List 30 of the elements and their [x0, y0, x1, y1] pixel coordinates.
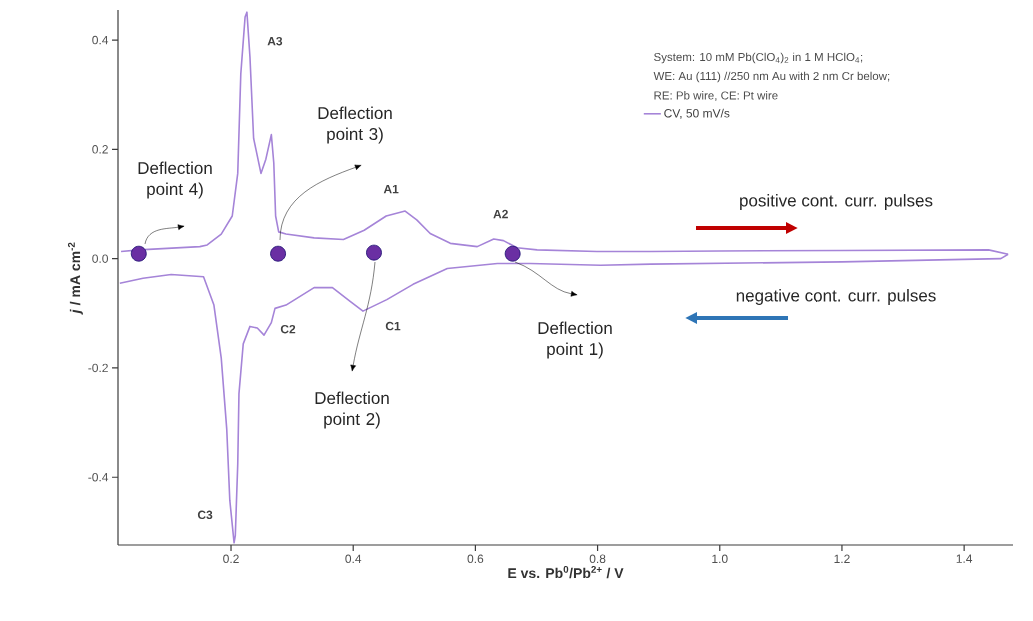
annotation: Deflection point 4) — [138, 161, 212, 199]
annotation: WE: Au (111) //250 nm Au with 2 nm Cr below; — [653, 71, 890, 83]
x-axis-title: E vs. Pb$^{0}$/Pb$^{2+}$ / V — [508, 565, 624, 579]
y-tick-label: -0.4 — [88, 472, 109, 482]
y-tick-label: -0.2 — [88, 363, 108, 373]
y-axis-title: j / mA cm$^{-2}$ — [67, 242, 83, 315]
annotation: System: 10 mM Pb(ClO$_{4}$)$_{2}$ in 1 M HClO$_{4}$; — [654, 52, 863, 64]
annotation: A1 — [383, 184, 399, 194]
annotation: C3 — [197, 510, 213, 520]
x-tick-label: 1.0 — [712, 554, 728, 564]
y-tick-label: 0.0 — [92, 254, 109, 263]
annotation: C1 — [385, 321, 401, 331]
annotation: RE: Pb wire, CE: Pt wire — [654, 91, 778, 101]
annotation: C2 — [280, 324, 296, 334]
x-tick-label: 0.4 — [345, 554, 362, 564]
annotation: Deflection point 1) — [538, 321, 612, 359]
annotation: positive cont. curr. pulses — [740, 194, 933, 210]
x-tick-label: 0.6 — [467, 554, 484, 564]
annotation: Deflection point 3) — [318, 106, 392, 144]
annotation: A3 — [267, 36, 283, 46]
x-tick-label: 1.2 — [834, 554, 850, 563]
x-tick-label: 0.8 — [589, 554, 606, 564]
annotation: A2 — [493, 209, 508, 219]
x-tick-label: 0.2 — [223, 554, 239, 564]
annotation: negative cont. curr. pulses — [736, 289, 936, 305]
x-tick-label: 1.4 — [956, 554, 973, 563]
legend-label: CV, 50 mV/s — [664, 108, 730, 119]
annotation: Deflection point 2) — [315, 391, 389, 429]
y-tick-label: 0.2 — [92, 145, 108, 154]
y-tick-label: 0.4 — [92, 35, 109, 45]
